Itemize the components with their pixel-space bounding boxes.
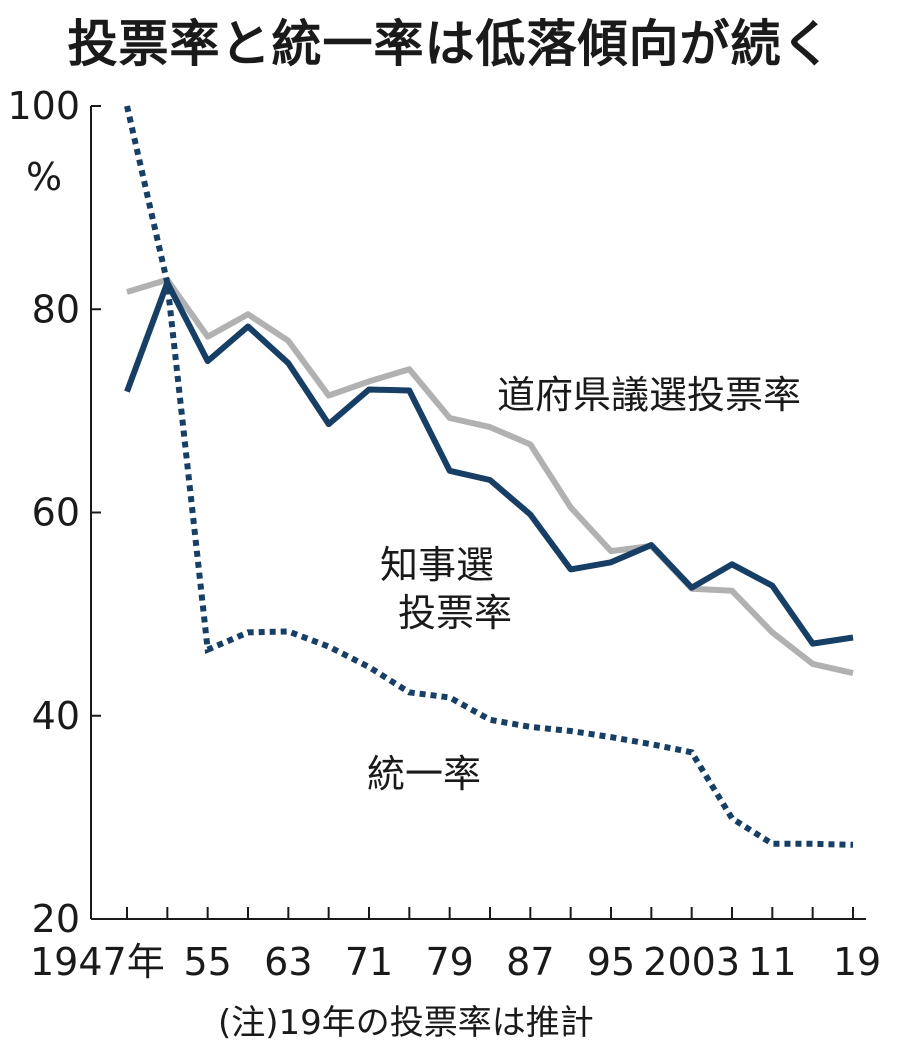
footnote: (注)19年の投票率は推計 xyxy=(218,1003,594,1043)
x-tick-label: 1947年 xyxy=(30,940,165,984)
x-tick-label: 71 xyxy=(345,940,393,984)
x-tick-label: 79 xyxy=(425,940,473,984)
x-axis-ticks: 1947年 55 63 71 79 87 95 2003 11 19 xyxy=(30,907,881,984)
series-governor-turnout xyxy=(124,279,854,647)
y-tick-label: 60 xyxy=(32,491,80,535)
x-tick-label: 2003 xyxy=(643,940,740,984)
label-governor-turnout-line1: 知事選 xyxy=(380,543,494,587)
axes xyxy=(90,106,866,920)
label-prefectural-turnout: 道府県議選投票率 xyxy=(497,373,801,417)
y-tick-label: 20 xyxy=(32,897,80,941)
y-unit-label: % xyxy=(26,155,62,199)
y-tick-label: 100 xyxy=(7,84,80,128)
series-lines xyxy=(124,105,854,848)
x-tick-label: 11 xyxy=(748,940,796,984)
x-tick-label: 55 xyxy=(183,940,231,984)
x-tick-label: 19 xyxy=(833,940,881,984)
chart-title: 投票率と統一率は低落傾向が続く xyxy=(67,15,833,73)
series-prefectural-turnout xyxy=(126,276,854,677)
label-unified-rate: 統一率 xyxy=(367,752,481,796)
y-tick-label: 40 xyxy=(32,694,80,738)
y-axis-ticks: 20 40 60 80 100 xyxy=(7,84,101,941)
x-tick-label: 87 xyxy=(506,940,554,984)
y-tick-label: 80 xyxy=(32,287,80,331)
label-governor-turnout-line2: 投票率 xyxy=(398,591,512,635)
series-unified-rate xyxy=(124,105,854,848)
x-tick-label: 63 xyxy=(264,940,312,984)
x-tick-label: 95 xyxy=(587,940,635,984)
